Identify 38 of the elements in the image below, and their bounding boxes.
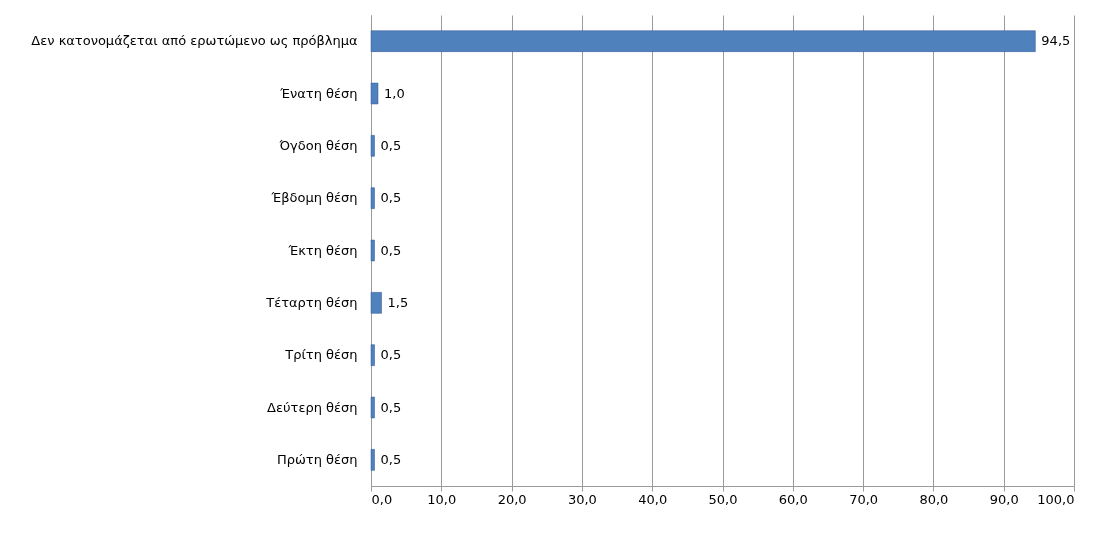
data-label: 0,5: [380, 137, 402, 153]
x-tick-label: 10,0: [427, 491, 457, 507]
x-tick-label: 80,0: [919, 491, 949, 507]
y-tick-label: Τέταρτη θέση: [265, 294, 358, 310]
y-tick-label: Δεν κατονομάζεται από ερωτώμενο ως πρόβλημα: [31, 33, 358, 49]
x-tick-label: 30,0: [567, 491, 597, 507]
y-tick-label: Δεύτερη θέση: [267, 399, 358, 415]
x-tick-label: 0,0: [371, 491, 393, 507]
bar: [370, 449, 375, 471]
data-label: 0,5: [380, 242, 402, 258]
x-tick-label: 50,0: [708, 491, 738, 507]
y-tick-label: Όγδοη θέση: [278, 137, 358, 153]
data-label: 0,5: [380, 190, 402, 206]
data-label: 1,5: [387, 294, 409, 310]
data-label: 1,0: [384, 85, 405, 101]
y-tick-label: Τρίτη θέση: [284, 347, 358, 363]
x-tick-label: 20,0: [497, 491, 527, 507]
x-tick-label: 60,0: [778, 491, 808, 507]
x-tick-label: 70,0: [849, 491, 879, 507]
bar: [370, 292, 382, 314]
y-tick-label: Ένατη θέση: [279, 85, 358, 101]
y-tick-label: Πρώτη θέση: [276, 451, 358, 467]
y-tick-label: Έκτη θέση: [287, 242, 358, 258]
x-tick-label: 90,0: [989, 491, 1019, 507]
bar: [370, 239, 375, 262]
bar: [370, 344, 375, 366]
bar: [370, 396, 375, 419]
data-label: 0,5: [380, 399, 402, 415]
bar: [370, 135, 375, 157]
y-tick-label: Έβδομη θέση: [270, 190, 358, 206]
data-label: 0,5: [380, 451, 402, 467]
x-tick-label: 40,0: [638, 491, 668, 507]
bar: [370, 187, 375, 209]
data-label: 0,5: [380, 347, 402, 363]
x-tick-label: 100,0: [1037, 491, 1075, 507]
bar: [370, 30, 1036, 52]
bar: [370, 82, 379, 105]
data-label: 94,5: [1041, 33, 1071, 49]
